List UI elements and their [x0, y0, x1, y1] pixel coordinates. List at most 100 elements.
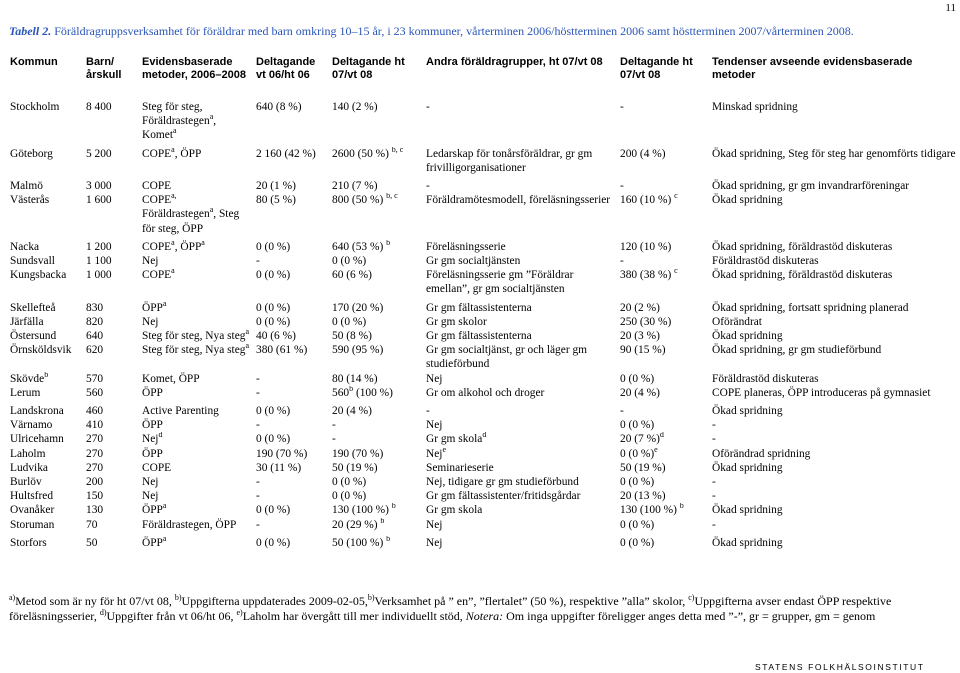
data-table: Kommun Barn/ årskull Evidensbaserade metod… [8, 56, 960, 550]
table-cell: Ökad spridning [712, 504, 783, 517]
table-cell: Ökad spridning [712, 194, 783, 207]
table-cell: 1 200 [86, 240, 112, 253]
caption-text: Föräldragruppsverksamhet för föräldrar m… [54, 24, 854, 38]
table-cell: Gr gm socialtjänst, gr och läger gm stud… [426, 344, 588, 371]
table-cell: 0 (0 %) [256, 315, 291, 328]
table-cell: Göteborg [10, 147, 53, 160]
table-cell: Gr gm skola [426, 504, 483, 517]
table-cell: Steg för steg, Nya stega [142, 343, 250, 357]
table-cell: Active Parenting [142, 405, 219, 418]
table-cell: 620 [86, 344, 104, 357]
table-cell: Värnamo [10, 419, 53, 432]
table-cell: 0 (0 %) [256, 504, 291, 517]
table-cell: 570 [86, 372, 104, 385]
table-cell: Storuman [10, 518, 55, 531]
table-row: Östersund 640 Steg för steg, Nya stega 40 (… [8, 329, 960, 343]
table-cell: 560b (100 %) [332, 385, 393, 399]
table-cell: 640 (53 %) b [332, 239, 391, 253]
table-header-row: Kommun Barn/ årskull Evidensbaserade metod… [8, 56, 960, 100]
table-cell: - [256, 372, 260, 385]
column-header: Andra föräldragrupper, ht 07/vt 08 [426, 56, 603, 68]
table-row: Ludvika 270 COPE 30 (11 %) 50 (19 %) Seminari… [8, 461, 960, 475]
table-cell: - [256, 419, 260, 432]
table-cell: 20 (4 %) [620, 386, 660, 399]
table-cell: Gr gm fältassistenterna [426, 301, 532, 314]
table-cell: Ovanåker [10, 504, 55, 517]
column-header: Deltagande ht 07/vt 08 [332, 56, 405, 81]
column-header: Barn/ årskull [86, 56, 122, 81]
table-cell: Nacka [10, 240, 40, 253]
column-header: Tendenser avseende evidensbaserade metod… [712, 56, 913, 81]
table-cell: Laholm [10, 447, 46, 460]
table-row: Storuman 70 Föräldrastegen, ÖPP - 20 (29 %) … [8, 518, 960, 536]
table-cell: 190 (70 %) [256, 447, 308, 460]
table-cell: 0 (0 %) [332, 255, 367, 268]
table-row: Ovanåker 130 ÖPPa 0 (0 %) 130 (100 %) b Gr gm… [8, 503, 960, 517]
table-cell: Östersund [10, 330, 57, 343]
table-cell: Kungsbacka [10, 269, 67, 282]
table-cell: Gr gm fältassistenterna [426, 330, 532, 343]
table-cell: COPEa, ÖPP [142, 146, 202, 160]
table-cell: COPEa, Föräldrastegena, Steg för steg, Ö… [142, 193, 240, 235]
table-row: Hultsfred 150 Nej - 0 (0 %) Gr gm fältassiste… [8, 489, 960, 503]
table-cell: Örnsköldsvik [10, 344, 72, 357]
table-cell: Hultsfred [10, 490, 54, 503]
page-number: 11 [945, 2, 956, 14]
table-cell: - [620, 101, 624, 113]
table-cell: 380 (38 %) c [620, 268, 678, 282]
table-row: Västerås 1 600 COPEa, Föräldrastegena, Ste… [8, 193, 960, 240]
table-row: Malmö 3 000 COPE 20 (1 %) 210 (7 %) - - Ökad sp… [8, 179, 960, 193]
table-cell: Ökad spridning [712, 461, 783, 474]
table-cell: Nej [426, 419, 443, 432]
table-cell: 20 (13 %) [620, 490, 666, 503]
footnotes: a)Metod som är ny för ht 07/vt 08, b)Upp… [9, 593, 892, 624]
table-cell: Nej [142, 255, 159, 268]
table-cell: 20 (1 %) [256, 180, 296, 193]
table-cell: Lerum [10, 386, 41, 399]
table-cell: 130 [86, 504, 104, 517]
table-cell: Steg för steg, Nya stega [142, 329, 250, 343]
table-cell: COPE [142, 461, 172, 474]
table-cell: 90 (15 %) [620, 344, 666, 357]
table-row: Stockholm 8 400 Steg för steg, Föräldraste… [8, 100, 960, 147]
table-row: Örnsköldsvik 620 Steg för steg, Nya stega 3… [8, 343, 960, 371]
table-cell: 0 (0 %) [620, 536, 655, 549]
table-cell: 5 200 [86, 147, 112, 160]
table-row: Storfors 50 ÖPPa 0 (0 %) 50 (100 %) b Nej 0 (0… [8, 536, 960, 550]
table-cell: Järfälla [10, 315, 44, 328]
table-cell: Nej [142, 476, 159, 489]
table-cell: Gr om alkohol och droger [426, 386, 545, 399]
table-cell: Ledarskap för tonårsföräldrar, gr gm fri… [426, 147, 593, 174]
table-row: Göteborg 5 200 COPEa, ÖPP 2 160 (42 %) 2600 … [8, 147, 960, 179]
table-cell: Nej, tidigare gr gm studieförbund [426, 476, 579, 489]
table-cell: - [256, 490, 260, 503]
table-cell: 0 (0 %) [256, 433, 291, 446]
table-cell: - [332, 419, 336, 432]
table-cell: Västerås [10, 194, 50, 207]
table-body: Stockholm 8 400 Steg för steg, Föräldraste… [8, 100, 960, 550]
caption-label: Tabell 2. [9, 24, 52, 38]
table-cell: - [426, 101, 430, 113]
table-cell: Oförändrad spridning [712, 447, 811, 460]
table-cell: Neje [426, 446, 447, 460]
table-cell: 130 (100 %) b [620, 503, 684, 517]
table-cell: 0 (0 %) [256, 405, 291, 418]
table-cell: Ökad spridning, gr gm studieförbund [712, 344, 882, 357]
table-cell: 560 [86, 386, 104, 399]
table-cell: 820 [86, 315, 104, 328]
table-cell: - [712, 433, 716, 446]
table-cell: 40 (6 %) [256, 330, 296, 343]
table-cell: 20 (4 %) [332, 405, 372, 418]
table-cell: Nej [426, 372, 443, 385]
table-cell: Ökad spridning, fortsatt spridning plane… [712, 301, 909, 314]
table-cell: - [620, 255, 624, 268]
table-cell: 200 (4 %) [620, 147, 666, 160]
table-cell: 130 (100 %) b [332, 503, 396, 517]
table-cell: Sundsvall [10, 255, 55, 268]
table-cell: Malmö [10, 180, 43, 193]
table-cell: 0 (0 %) [332, 315, 367, 328]
table-cell: Gr gm skolad [426, 432, 487, 446]
table-cell: ÖPPa [142, 535, 167, 549]
table-cell: Ökad spridning [712, 536, 783, 549]
table-cell: 50 (100 %) b [332, 535, 391, 549]
